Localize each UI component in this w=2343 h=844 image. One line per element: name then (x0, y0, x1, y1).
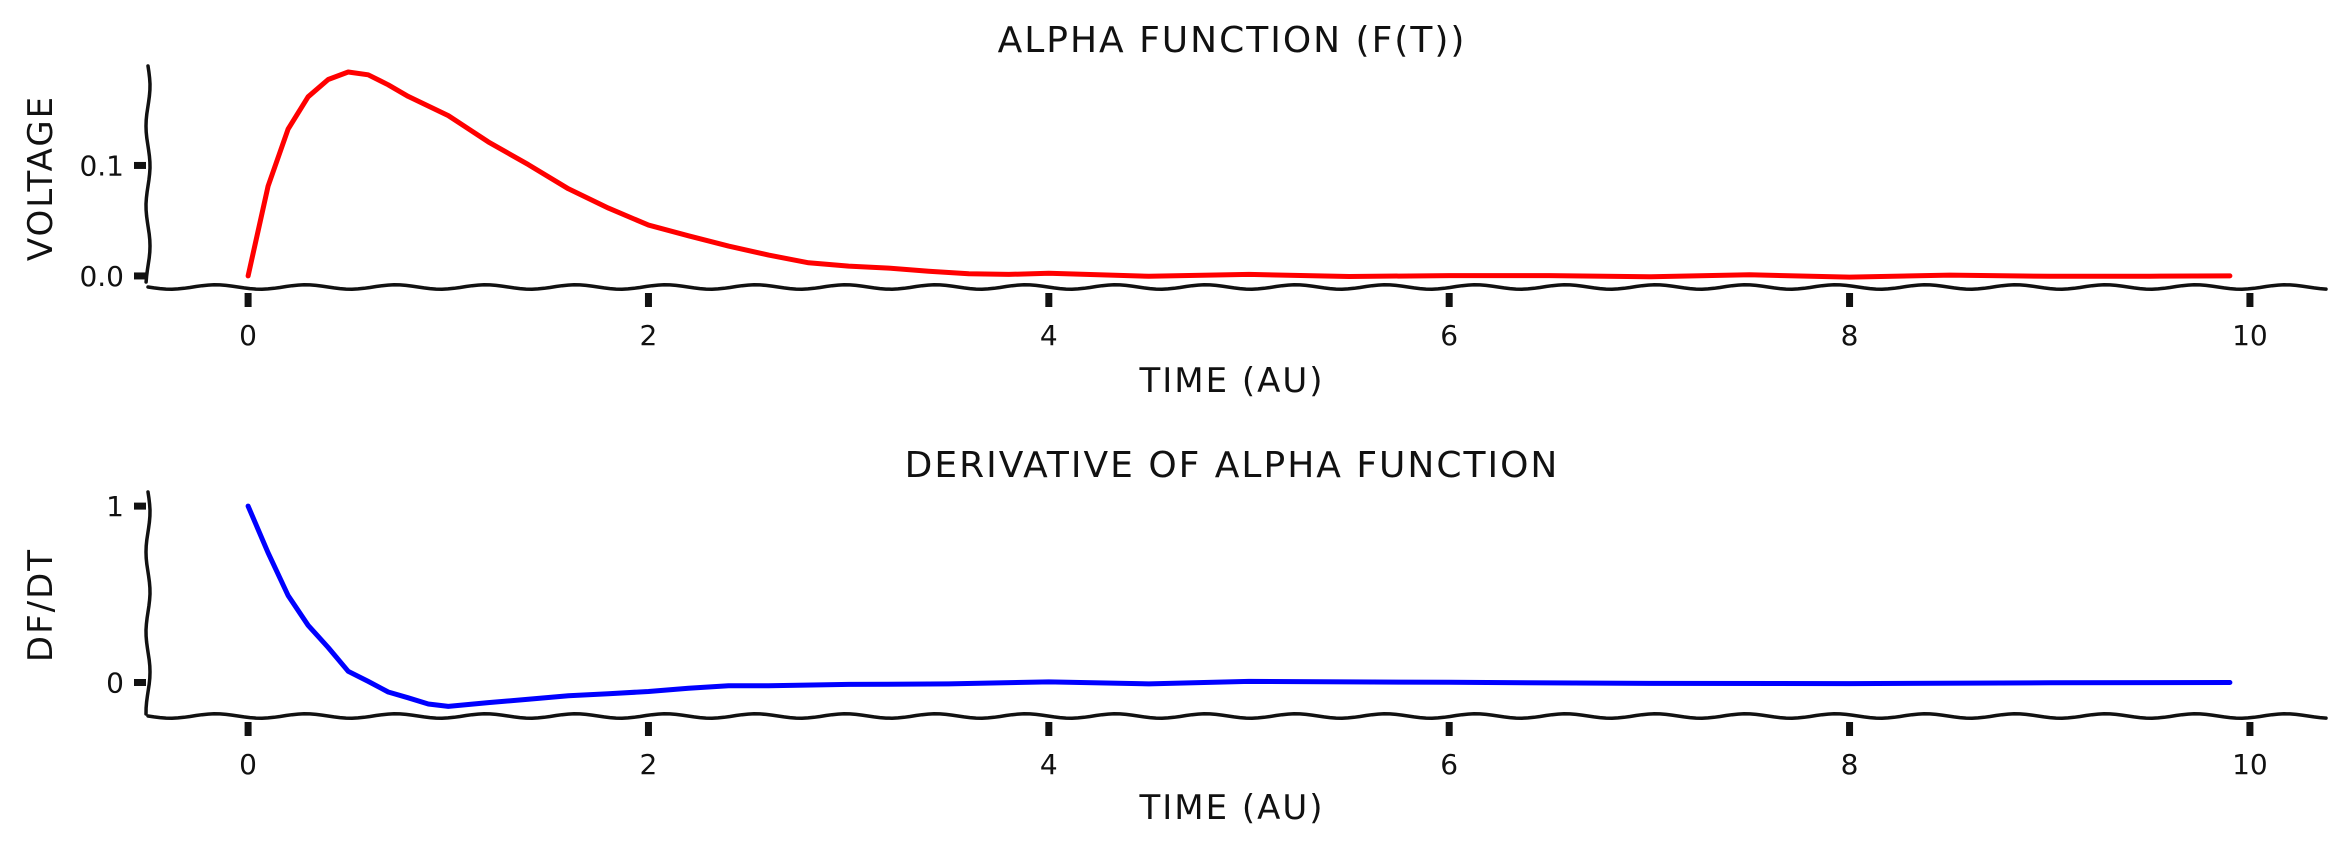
derivative-panel: Derivative of alpha function df/dt Time … (21, 445, 2328, 828)
series-line (245, 69, 2233, 280)
y-tick-label: 1 (106, 490, 124, 523)
series-line (245, 503, 2233, 709)
y-tick-label: 0.0 (79, 260, 124, 293)
y-axis-spine (144, 490, 152, 716)
x-axis-label: Time (AU) (1138, 788, 1324, 828)
x-tick-label: 4 (1040, 319, 1058, 352)
y-axis-label: Voltage (21, 95, 61, 261)
x-tick-label: 0 (239, 319, 257, 352)
x-tick-label: 2 (640, 748, 658, 781)
y-axis-spine (144, 64, 152, 284)
x-axis-spine (146, 712, 2328, 720)
x-tick-label: 6 (1440, 319, 1458, 352)
x-tick-label: 10 (2232, 748, 2268, 781)
x-tick-label: 0 (239, 748, 257, 781)
x-tick-label: 2 (640, 319, 658, 352)
alpha-function-panel: Alpha function (f(t)) Voltage Time (AU) … (21, 20, 2328, 401)
x-tick-label: 8 (1841, 748, 1859, 781)
x-tick-label: 6 (1440, 748, 1458, 781)
x-axis-spine (146, 283, 2328, 291)
y-tick-label: 0 (106, 666, 124, 699)
x-tick-label: 8 (1841, 319, 1859, 352)
chart-title: Derivative of alpha function (905, 445, 1560, 486)
chart-title: Alpha function (f(t)) (998, 20, 1467, 61)
x-tick-label: 4 (1040, 748, 1058, 781)
y-tick-label: 0.1 (79, 149, 124, 182)
y-axis-label: df/dt (21, 548, 61, 662)
x-tick-label: 10 (2232, 319, 2268, 352)
x-axis-label: Time (AU) (1138, 361, 1324, 401)
